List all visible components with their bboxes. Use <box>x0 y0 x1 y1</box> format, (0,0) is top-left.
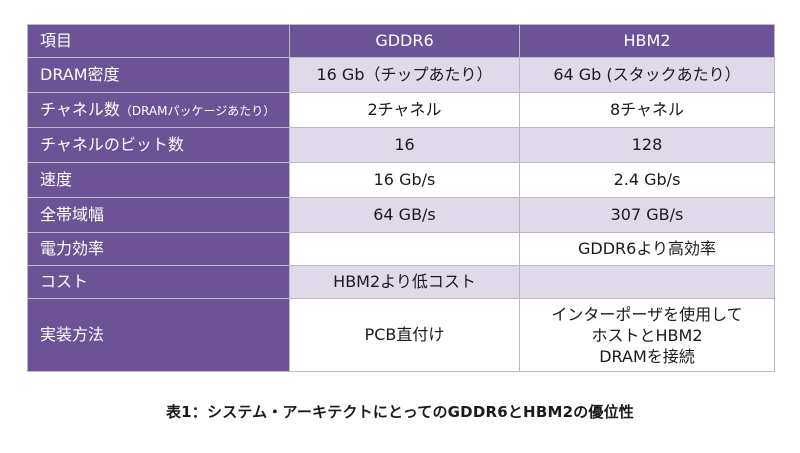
cell-gddr6: 16 <box>289 127 520 163</box>
cell-gddr6: 16 Gb/s <box>289 162 520 198</box>
row-label: コスト <box>27 265 290 299</box>
row-label-note: （DRAMパッケージあたり） <box>119 103 276 118</box>
cell-hbm2-line-3: DRAMを接続 <box>599 346 695 366</box>
row-label: 速度 <box>27 162 290 198</box>
cell-gddr6: 2チャネル <box>289 92 520 128</box>
table-row-power-efficiency: 電力効率 GDDR6より高効率 <box>27 232 775 266</box>
table-header-row: 項目 GDDR6 HBM2 <box>27 24 775 58</box>
row-label: チャネル数（DRAMパッケージあたり） <box>27 92 290 128</box>
comparison-table: 項目 GDDR6 HBM2 DRAM密度 16 Gb（チップあたり） 64 Gb… <box>27 24 775 372</box>
table-row-cost: コスト HBM2より低コスト <box>27 265 775 299</box>
row-label: DRAM密度 <box>27 57 290 93</box>
cell-gddr6: 16 Gb（チップあたり） <box>289 57 520 93</box>
cell-hbm2: GDDR6より高効率 <box>519 232 775 266</box>
table-row-channel-bits: チャネルのビット数 16 128 <box>27 127 775 163</box>
table-row-total-bandwidth: 全帯域幅 64 GB/s 307 GB/s <box>27 197 775 233</box>
cell-hbm2: 307 GB/s <box>519 197 775 233</box>
table-row-implementation: 実装方法 PCB直付け インターポーザを使用して ホストとHBM2 DRAMを接… <box>27 298 775 372</box>
row-label: チャネルのビット数 <box>27 127 290 163</box>
cell-hbm2-line-1: インターポーザを使用して <box>551 304 743 324</box>
table-caption: 表1：システム・アーキテクトにとってのGDDR6とHBM2の優位性 <box>165 403 635 421</box>
cell-gddr6: PCB直付け <box>289 298 520 372</box>
row-label: 実装方法 <box>27 298 290 372</box>
cell-gddr6: HBM2より低コスト <box>289 265 520 299</box>
cell-hbm2: 2.4 Gb/s <box>519 162 775 198</box>
row-label-main: チャネル数 <box>40 99 120 119</box>
row-label: 電力効率 <box>27 232 290 266</box>
cell-hbm2: 128 <box>519 127 775 163</box>
row-label: 全帯域幅 <box>27 197 290 233</box>
table-row-channel-count: チャネル数（DRAMパッケージあたり） 2チャネル 8チャネル <box>27 92 775 128</box>
cell-hbm2-line-2: ホストとHBM2 <box>591 325 703 345</box>
cell-hbm2: 64 Gb (スタックあたり） <box>519 57 775 93</box>
header-hbm2: HBM2 <box>519 24 775 58</box>
header-item: 項目 <box>27 24 290 58</box>
cell-gddr6 <box>289 232 520 266</box>
cell-hbm2: インターポーザを使用して ホストとHBM2 DRAMを接続 <box>519 298 775 372</box>
cell-hbm2 <box>519 265 775 299</box>
table-row-dram-density: DRAM密度 16 Gb（チップあたり） 64 Gb (スタックあたり） <box>27 57 775 93</box>
cell-gddr6: 64 GB/s <box>289 197 520 233</box>
table-row-speed: 速度 16 Gb/s 2.4 Gb/s <box>27 162 775 198</box>
header-gddr6: GDDR6 <box>289 24 520 58</box>
cell-hbm2: 8チャネル <box>519 92 775 128</box>
